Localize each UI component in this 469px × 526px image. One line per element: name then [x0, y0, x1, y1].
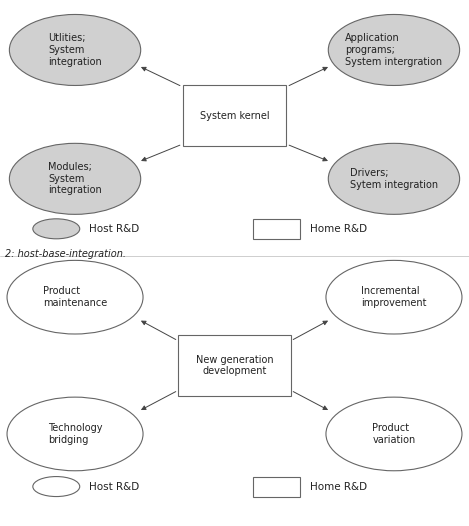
Text: System kernel: System kernel [200, 110, 269, 121]
Ellipse shape [33, 477, 80, 497]
Text: Host R&D: Host R&D [89, 481, 139, 492]
Bar [253, 219, 300, 239]
Text: Drivers;
Sytem integration: Drivers; Sytem integration [350, 168, 438, 190]
Text: Incremental
improvement: Incremental improvement [361, 286, 427, 308]
Bar [178, 336, 291, 396]
Ellipse shape [33, 219, 80, 239]
Ellipse shape [328, 14, 460, 85]
Ellipse shape [7, 260, 143, 334]
Text: New generation
development: New generation development [196, 355, 273, 377]
Text: Utlities;
System
integration: Utlities; System integration [48, 33, 102, 67]
Ellipse shape [328, 143, 460, 215]
Text: Product
maintenance: Product maintenance [43, 286, 107, 308]
Text: Modules;
System
integration: Modules; System integration [48, 162, 102, 196]
Text: 2: host-base-integration.: 2: host-base-integration. [5, 249, 126, 259]
Ellipse shape [9, 14, 141, 85]
Bar [183, 85, 286, 146]
Text: Home R&D: Home R&D [310, 481, 367, 492]
Text: Technology
bridging: Technology bridging [48, 423, 102, 445]
Ellipse shape [7, 397, 143, 471]
Text: Host R&D: Host R&D [89, 224, 139, 234]
Text: Home R&D: Home R&D [310, 224, 367, 234]
Ellipse shape [326, 397, 462, 471]
Ellipse shape [326, 260, 462, 334]
Text: Application
programs;
System intergration: Application programs; System intergratio… [345, 33, 443, 67]
Text: Product
variation: Product variation [372, 423, 416, 445]
Ellipse shape [9, 143, 141, 215]
Bar [253, 477, 300, 497]
